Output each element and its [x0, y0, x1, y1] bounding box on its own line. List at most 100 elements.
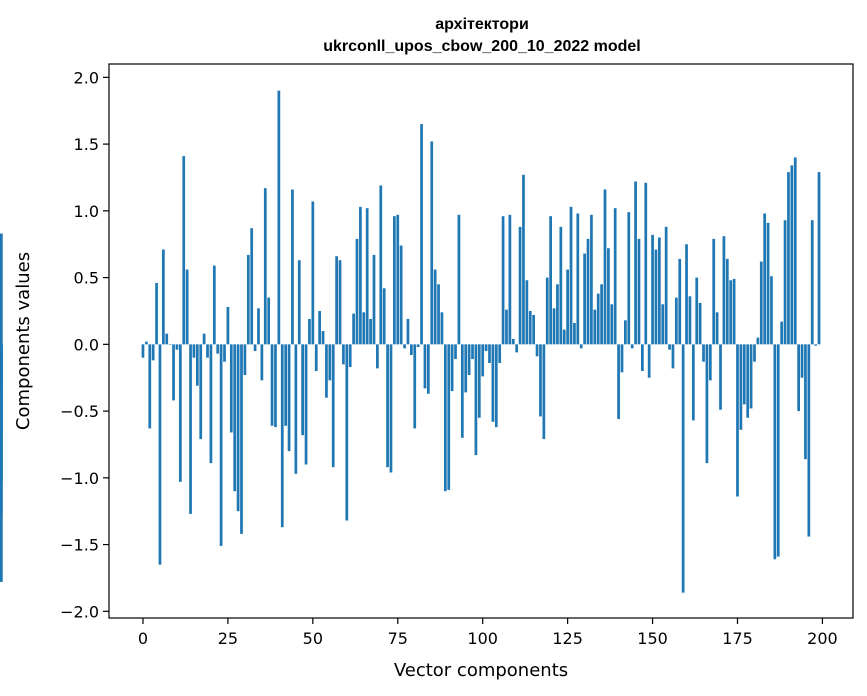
bar-component-198: [814, 344, 817, 346]
bar-component-61: [348, 344, 352, 368]
bar-component-51: [314, 344, 318, 372]
bar-component-25: [226, 306, 230, 345]
bar-component-90: [447, 344, 451, 490]
x-tick-label: 75: [388, 629, 408, 648]
bar-component-55: [328, 344, 332, 381]
bar-component-123: [559, 226, 563, 345]
bar-component-115: [532, 314, 536, 345]
bar-component-16: [195, 344, 199, 386]
bar-component-163: [695, 277, 699, 345]
bar-component-94: [460, 344, 464, 438]
bar-component-104: [494, 344, 498, 428]
bar-component-26: [229, 344, 233, 433]
bar-component-82: [420, 124, 423, 345]
bar-component-93: [457, 214, 461, 345]
bar-component-41: [280, 344, 284, 528]
bar-component-171: [722, 236, 726, 345]
bar-component-7: [165, 333, 169, 345]
bar-component-77: [403, 344, 406, 349]
bar-component-155: [668, 344, 671, 350]
bar-component-191: [790, 165, 794, 345]
bar-component-58: [338, 260, 342, 345]
bar-component-80: [413, 344, 417, 429]
bar-component-99: [477, 344, 481, 418]
bar-component-196: [807, 344, 811, 537]
bar-component-192: [793, 157, 797, 345]
bar-component-146: [637, 238, 641, 345]
bar-component-45: [294, 344, 298, 474]
bar-component-59: [342, 344, 345, 365]
bar-component-161: [688, 296, 692, 345]
bar-component-145: [634, 181, 637, 345]
bar-component-78: [406, 318, 410, 345]
chart-subtitle: ukrconll_upos_cbow_200_10_2022 model: [323, 38, 640, 55]
bar-component-114: [528, 310, 532, 345]
bar-component-117: [539, 344, 542, 417]
bar-component-22: [216, 344, 220, 354]
bar-component-107: [505, 309, 508, 345]
plot-frame: [108, 63, 854, 619]
bar-component-173: [729, 280, 733, 345]
x-tick-label: 200: [807, 629, 838, 648]
bar-component-36: [263, 188, 267, 345]
bar-component-110: [515, 344, 519, 353]
bar-component-97: [471, 344, 474, 360]
bar-component-176: [739, 344, 743, 430]
bar-component-181: [756, 337, 760, 345]
y-tick-label: 2.0: [74, 68, 99, 87]
y-tick-label: −1.0: [60, 469, 99, 488]
bar-component-188: [780, 321, 784, 345]
bar-component-88: [440, 312, 444, 345]
x-axis-label: Vector components: [394, 660, 568, 681]
bar-component-151: [654, 249, 658, 345]
bar-component-44: [291, 189, 294, 345]
bar-component-87: [437, 284, 440, 345]
bar-component-195: [804, 344, 807, 460]
bar-component-131: [586, 238, 590, 345]
x-tick-label: 175: [722, 629, 753, 648]
bar-component-138: [610, 304, 614, 345]
bar-component-175: [736, 344, 739, 497]
bar-component-43: [287, 344, 291, 452]
bar-component-14: [189, 344, 192, 514]
bar-component-72: [386, 344, 389, 468]
x-tick-label: 50: [303, 629, 323, 648]
bar-component-2: [148, 344, 152, 429]
bar-component-129: [579, 344, 583, 349]
x-tick-label: 125: [552, 629, 583, 648]
bar-component-52: [318, 310, 321, 345]
bar-component-38: [270, 344, 274, 426]
bar-component-15: [192, 344, 196, 358]
bar-component-4: [155, 282, 158, 345]
bar-component-75: [396, 214, 400, 345]
bar-component-182: [759, 261, 763, 345]
bar-component-139: [613, 208, 617, 345]
bar-component-128: [576, 213, 580, 345]
x-axis-ticks: 0 25 50 75 100 125 150 175 200: [138, 618, 838, 648]
bar-component-62: [352, 313, 355, 345]
bar-component-10: [175, 344, 179, 350]
bar-component-85: [430, 141, 434, 345]
bar-component-106: [501, 216, 505, 345]
bar-component-179: [749, 344, 753, 409]
bar-component-95: [464, 344, 468, 393]
bar-component-184: [766, 222, 770, 345]
bar-component-142: [624, 320, 627, 345]
y-tick-label: −0.5: [60, 402, 99, 421]
bar-component-98: [474, 344, 478, 456]
bar-component-29: [240, 344, 243, 534]
bar-component-132: [590, 214, 593, 345]
bar-component-144: [630, 344, 634, 349]
bar-component-197: [810, 220, 814, 345]
y-tick-label: −2.0: [60, 602, 99, 621]
bar-component-125: [566, 269, 569, 345]
bar-component-180: [753, 344, 756, 362]
bar-component-6: [162, 249, 165, 345]
bar-component-147: [641, 344, 644, 372]
bar-component-69: [376, 344, 379, 369]
y-tick-label: 0.5: [74, 269, 99, 288]
bar-component-152: [658, 237, 661, 345]
bar-component-187: [776, 344, 780, 557]
bar-component-19: [206, 344, 209, 358]
